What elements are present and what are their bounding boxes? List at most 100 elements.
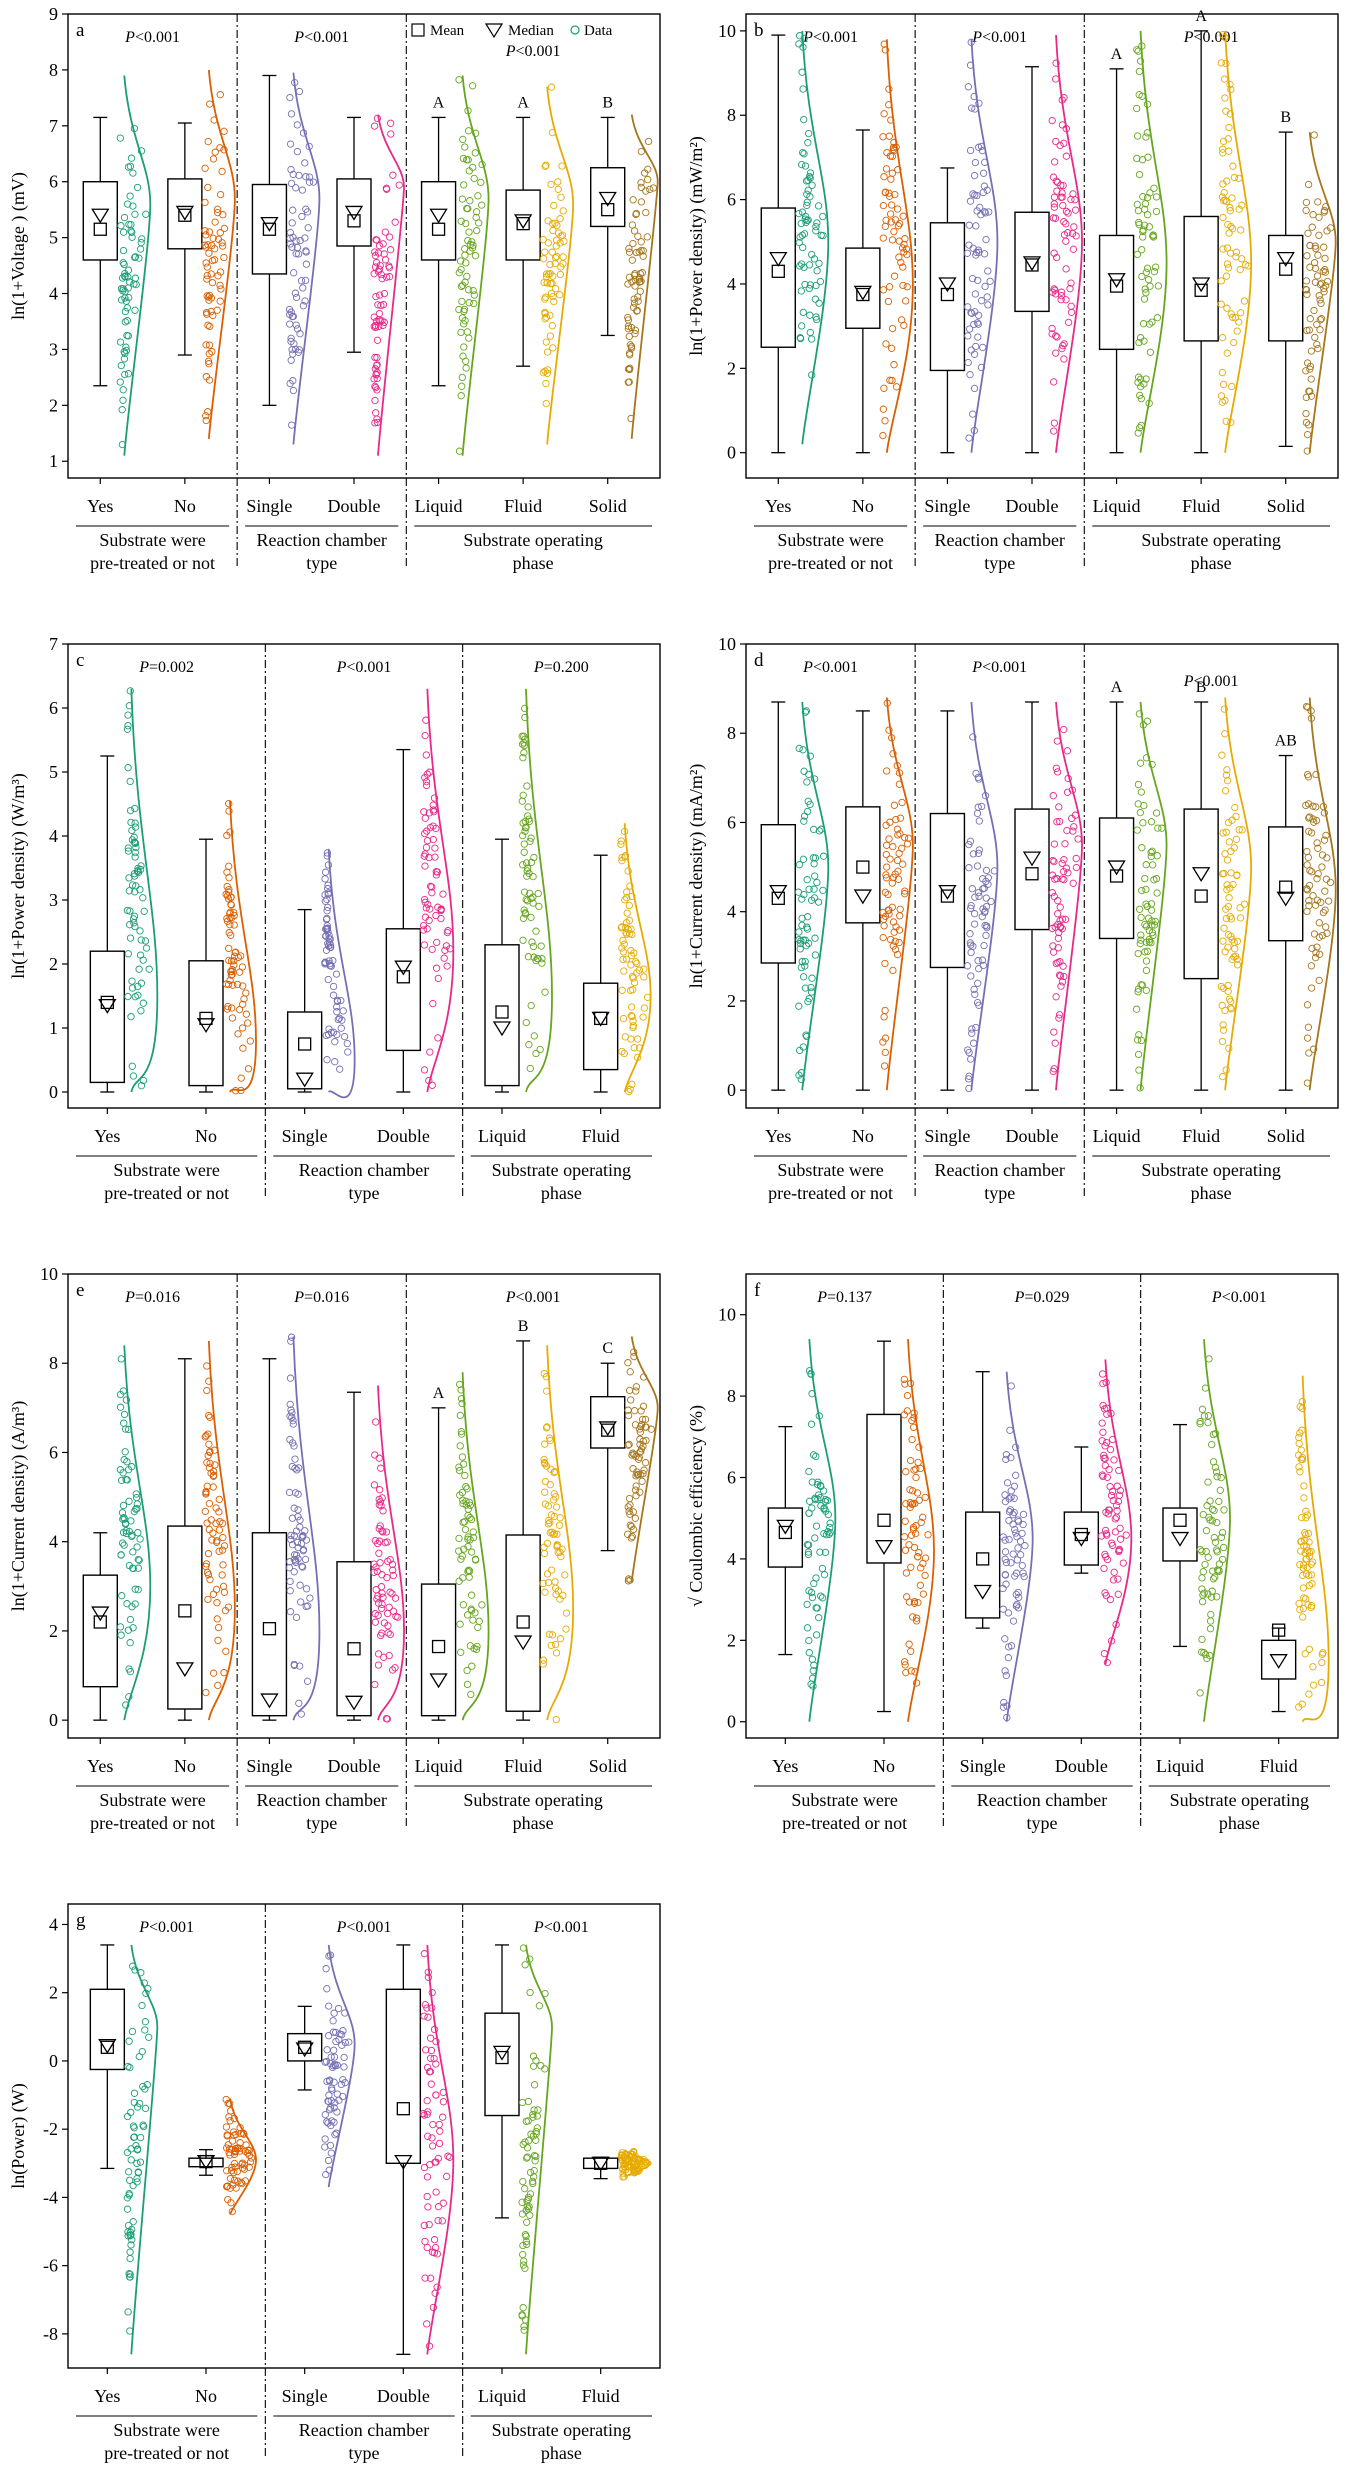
- data-point: [301, 297, 309, 305]
- data-point: [371, 1536, 380, 1545]
- data-point: [883, 148, 891, 157]
- median-marker: [1276, 891, 1295, 907]
- data-point: [1055, 971, 1064, 979]
- data-point: [209, 1529, 217, 1537]
- legend-data-label: Data: [584, 23, 613, 39]
- data-point: [1049, 856, 1057, 865]
- data-point: [1050, 1028, 1058, 1036]
- data-point: [801, 984, 810, 992]
- data-point: [1133, 154, 1141, 163]
- data-point: [882, 340, 890, 348]
- data-point: [1321, 254, 1329, 263]
- data-point: [375, 1549, 383, 1557]
- data-point: [230, 2176, 239, 2184]
- data-point: [527, 834, 535, 842]
- data-point: [1140, 221, 1149, 229]
- data-point: [455, 1463, 463, 1471]
- data-point: [205, 341, 214, 349]
- data-point: [530, 2173, 538, 2181]
- data-point: [439, 2113, 447, 2121]
- data-point: [803, 913, 812, 921]
- data-point: [373, 374, 381, 383]
- data-point: [1206, 1625, 1215, 1633]
- data-point: [625, 1440, 633, 1449]
- data-point: [293, 147, 302, 156]
- data-point: [999, 1533, 1008, 1541]
- data-point: [373, 114, 382, 123]
- x-category-label: Fluid: [582, 2386, 620, 2406]
- data-point: [371, 419, 379, 427]
- mean-marker: [495, 2050, 509, 2065]
- group-label: phase: [1219, 1813, 1260, 1833]
- data-point: [626, 341, 634, 349]
- data-point: [224, 2195, 232, 2204]
- data-point: [296, 1581, 304, 1589]
- data-point: [1050, 840, 1059, 848]
- y-tick-label: -2: [43, 2119, 58, 2139]
- data-point: [376, 1559, 384, 1567]
- data-point: [981, 792, 990, 800]
- data-point: [879, 201, 888, 210]
- data-point: [802, 1031, 810, 1039]
- data-point: [1232, 253, 1240, 261]
- data-point: [1299, 1613, 1307, 1621]
- data-point: [138, 2001, 146, 2010]
- data-point: [1147, 906, 1156, 914]
- data-point: [803, 778, 811, 786]
- data-point: [237, 1086, 245, 1095]
- data-point: [910, 1466, 918, 1474]
- y-tick-label: 4: [49, 1532, 58, 1552]
- x-category-label: No: [174, 1756, 196, 1776]
- data-point: [435, 2120, 443, 2129]
- data-point: [424, 2013, 432, 2021]
- data-point: [327, 2053, 335, 2061]
- x-category-label: Double: [377, 2386, 430, 2406]
- data-point: [546, 1519, 554, 1527]
- mean-marker: [976, 1552, 990, 1566]
- median-marker: [1191, 867, 1211, 883]
- data-point: [469, 1528, 477, 1536]
- data-point: [972, 222, 980, 230]
- data-point: [295, 1699, 303, 1707]
- data-point: [628, 1012, 636, 1021]
- data-point: [521, 910, 530, 918]
- data-point: [123, 1458, 131, 1466]
- data-point: [552, 242, 560, 250]
- data-point: [902, 1468, 910, 1476]
- y-tick-label: 0: [727, 443, 736, 463]
- data-point: [889, 966, 897, 975]
- data-point: [133, 2159, 141, 2168]
- data-point: [559, 207, 567, 215]
- data-point: [133, 183, 142, 192]
- data-point: [213, 208, 222, 217]
- data-point: [627, 946, 635, 955]
- data-point: [331, 2099, 339, 2107]
- data-point: [627, 342, 636, 351]
- data-point: [1299, 1604, 1307, 1613]
- data-point: [373, 1567, 381, 1576]
- x-category-label: Solid: [1267, 1126, 1305, 1146]
- data-point: [468, 1548, 476, 1556]
- data-point: [1142, 922, 1151, 930]
- data-point: [202, 1688, 210, 1697]
- data-points: [1302, 131, 1335, 455]
- data-point: [883, 699, 891, 707]
- data-point: [456, 257, 465, 265]
- data-point: [885, 910, 893, 918]
- data-point: [1230, 173, 1239, 182]
- data-point: [290, 1568, 298, 1576]
- data-point: [246, 2158, 255, 2166]
- data-point: [795, 744, 803, 753]
- data-point: [1321, 887, 1329, 895]
- data-point: [630, 1348, 638, 1356]
- data-point: [1110, 1568, 1118, 1576]
- data-point: [228, 967, 236, 976]
- data-point: [1303, 447, 1311, 455]
- data-point: [420, 1950, 429, 1958]
- data-point: [383, 1609, 392, 1618]
- data-point: [1226, 1004, 1235, 1012]
- data-point: [141, 2018, 150, 2026]
- data-point: [323, 895, 331, 904]
- data-point: [136, 2133, 145, 2142]
- data-point: [461, 251, 469, 259]
